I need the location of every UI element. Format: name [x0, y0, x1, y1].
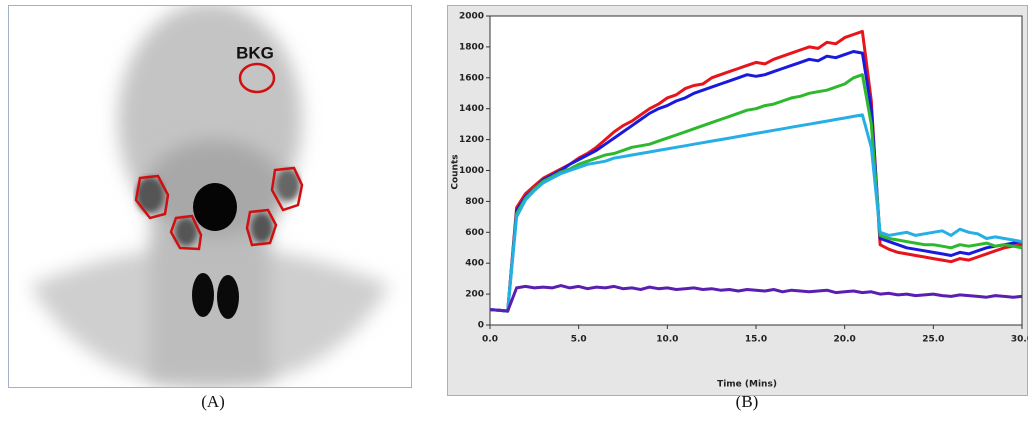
y-tick-label: 1600 [459, 73, 484, 83]
y-tick-label: 0 [478, 321, 484, 331]
y-tick-label: 1800 [459, 42, 484, 52]
y-tick-label: 1000 [459, 166, 484, 176]
x-tick-label: 0.0 [482, 335, 498, 345]
x-tick-label: 30.0 [1011, 335, 1028, 345]
thyroid-lobe [192, 273, 214, 317]
y-tick-label: 200 [465, 290, 484, 300]
x-axis-label: Time (Mins) [717, 380, 777, 390]
x-tick-label: 25.0 [922, 335, 944, 345]
figure: BKG (A) (B) Time (Mins) Counts 020040060… [0, 0, 1028, 417]
y-tick-label: 800 [465, 197, 484, 207]
mouth-uptake [193, 183, 237, 231]
y-tick-label: 600 [465, 228, 484, 238]
x-tick-label: 10.0 [656, 335, 678, 345]
x-tick-label: 20.0 [834, 335, 856, 345]
y-tick-label: 1400 [459, 104, 484, 114]
x-tick-label: 15.0 [745, 335, 767, 345]
panel-caption: (A) [201, 392, 225, 411]
gland [251, 213, 273, 243]
scan-image: BKG [9, 2, 412, 390]
thyroid-lobe [217, 275, 239, 319]
y-tick-label: 1200 [459, 135, 484, 145]
y-tick-label: 400 [465, 259, 484, 269]
y-tick-label: 2000 [459, 12, 484, 22]
roi-label: BKG [236, 43, 274, 62]
x-tick-label: 5.0 [571, 335, 587, 345]
